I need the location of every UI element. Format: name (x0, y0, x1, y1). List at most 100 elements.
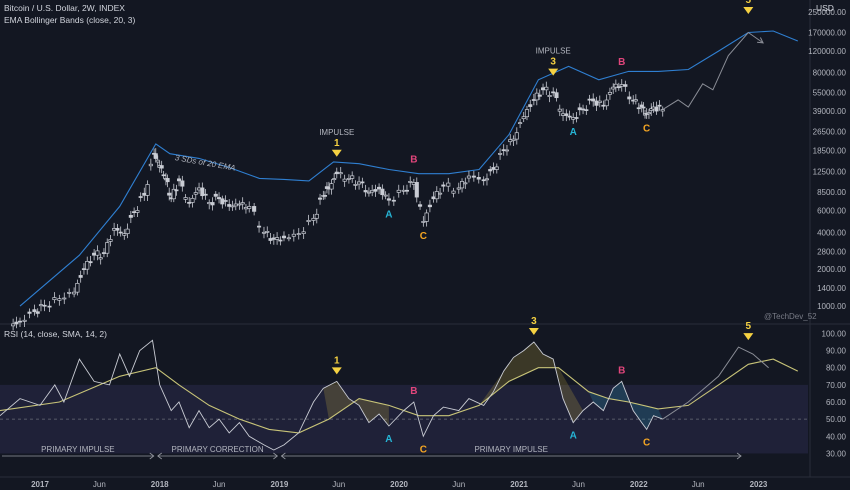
candle-body (233, 203, 238, 207)
candle-body (619, 84, 624, 87)
phase-label: PRIMARY CORRECTION (171, 445, 263, 454)
candle-body (268, 238, 273, 241)
candle-body (591, 98, 596, 102)
candle-body (604, 99, 609, 107)
candle-body (441, 184, 446, 187)
time-tick-label: Jun (452, 480, 465, 489)
candle-body (463, 182, 468, 185)
candle-body (306, 220, 311, 223)
price-tick-label: 1000.00 (817, 302, 846, 311)
wave-marker-triangle (331, 149, 342, 157)
candle-body (296, 233, 301, 235)
candle-body (383, 194, 388, 197)
candle-body (240, 202, 245, 205)
candle-body (547, 95, 552, 97)
candle-body (329, 183, 334, 190)
candle-body (161, 174, 166, 177)
rsi-zone (0, 384, 808, 454)
candle-body (408, 181, 413, 183)
time-tick-label: Jun (213, 480, 226, 489)
candle-body (207, 202, 212, 205)
phase-arrowhead (736, 452, 742, 460)
candle-body (247, 206, 252, 209)
wave-number-label: 1 (334, 138, 340, 149)
candle-body (508, 139, 513, 143)
candle-body (540, 87, 546, 91)
candle-body (125, 228, 130, 234)
candle-body (35, 311, 40, 314)
symbol-title: Bitcoin / U.S. Dollar, 2W, INDEX (4, 3, 125, 13)
candle-body (203, 193, 208, 196)
wave-letter-label: C (643, 123, 650, 134)
candle-body (176, 178, 182, 182)
candle-body (424, 212, 429, 222)
phase-label: PRIMARY IMPULSE (41, 445, 115, 454)
candle-body (311, 217, 316, 221)
rsi-wave-letter: A (570, 431, 577, 442)
rsi-wave-number: 3 (531, 316, 537, 327)
candle-body (210, 202, 215, 206)
rsi-line (0, 339, 663, 451)
price-tick-label: 6000.00 (817, 207, 846, 216)
candle-body (459, 181, 465, 189)
rsi-fill-wave3 (479, 342, 583, 423)
candle-body (196, 187, 202, 191)
candle-body (301, 231, 306, 234)
candle-body (47, 305, 52, 308)
candle-body (220, 198, 225, 205)
candle-body (446, 182, 451, 187)
impulse-label: IMPULSE (536, 47, 571, 56)
candle-body (491, 167, 496, 170)
rsi-tick-label: 30.00 (826, 449, 847, 458)
candle-body (607, 92, 612, 95)
wave-letter-label: B (618, 57, 625, 68)
candle-body (613, 83, 618, 88)
wave-letter-label: C (420, 231, 427, 242)
candle-body (438, 192, 443, 195)
candle-body (564, 113, 569, 116)
price-tick-label: 12500.00 (813, 168, 847, 177)
candle-body (476, 176, 481, 180)
rsi-tick-label: 40.00 (826, 432, 847, 441)
price-tick-label: 18500.00 (813, 147, 847, 156)
candle-body (332, 178, 337, 181)
candle-body (88, 261, 93, 264)
candle-body (551, 91, 556, 94)
rsi-wave-marker (331, 367, 342, 375)
candle-body (421, 221, 426, 223)
candle-body (271, 237, 276, 240)
candle-body (414, 182, 419, 198)
candle-body (57, 298, 62, 301)
candle-body (633, 99, 638, 102)
candle-body (85, 261, 90, 270)
candle-body (484, 178, 490, 181)
rsi-wave-letter: C (643, 437, 650, 448)
candle-body (641, 106, 646, 109)
time-tick-label: Jun (93, 480, 106, 489)
watermark: @TechDev_52 (764, 312, 817, 321)
candle-body (180, 180, 185, 187)
candle-body (537, 94, 542, 97)
price-tick-label: 2800.00 (817, 247, 846, 256)
rsi-pane (0, 339, 799, 451)
rsi-wave-letter: A (385, 434, 392, 445)
candle-body (557, 108, 562, 112)
candle-body (155, 159, 160, 163)
candle-body (230, 205, 235, 208)
rsi-tick-label: 60.00 (826, 398, 847, 407)
candle-body (138, 196, 143, 198)
time-tick-label: 2023 (750, 480, 768, 489)
candle-body (494, 166, 499, 170)
candle-body (322, 194, 328, 197)
candle-body (108, 239, 113, 242)
candle-body (227, 204, 232, 207)
candle-body (660, 109, 665, 112)
candle-body (334, 171, 339, 175)
rsi-fill-correction (588, 381, 663, 430)
rsi-title: RSI (14, close, SMA, 14, 2) (4, 329, 107, 339)
candle-body (357, 181, 362, 185)
candle-body (237, 203, 242, 206)
rsi-wave-number: 1 (334, 355, 340, 366)
time-tick-label: 2017 (31, 480, 49, 489)
